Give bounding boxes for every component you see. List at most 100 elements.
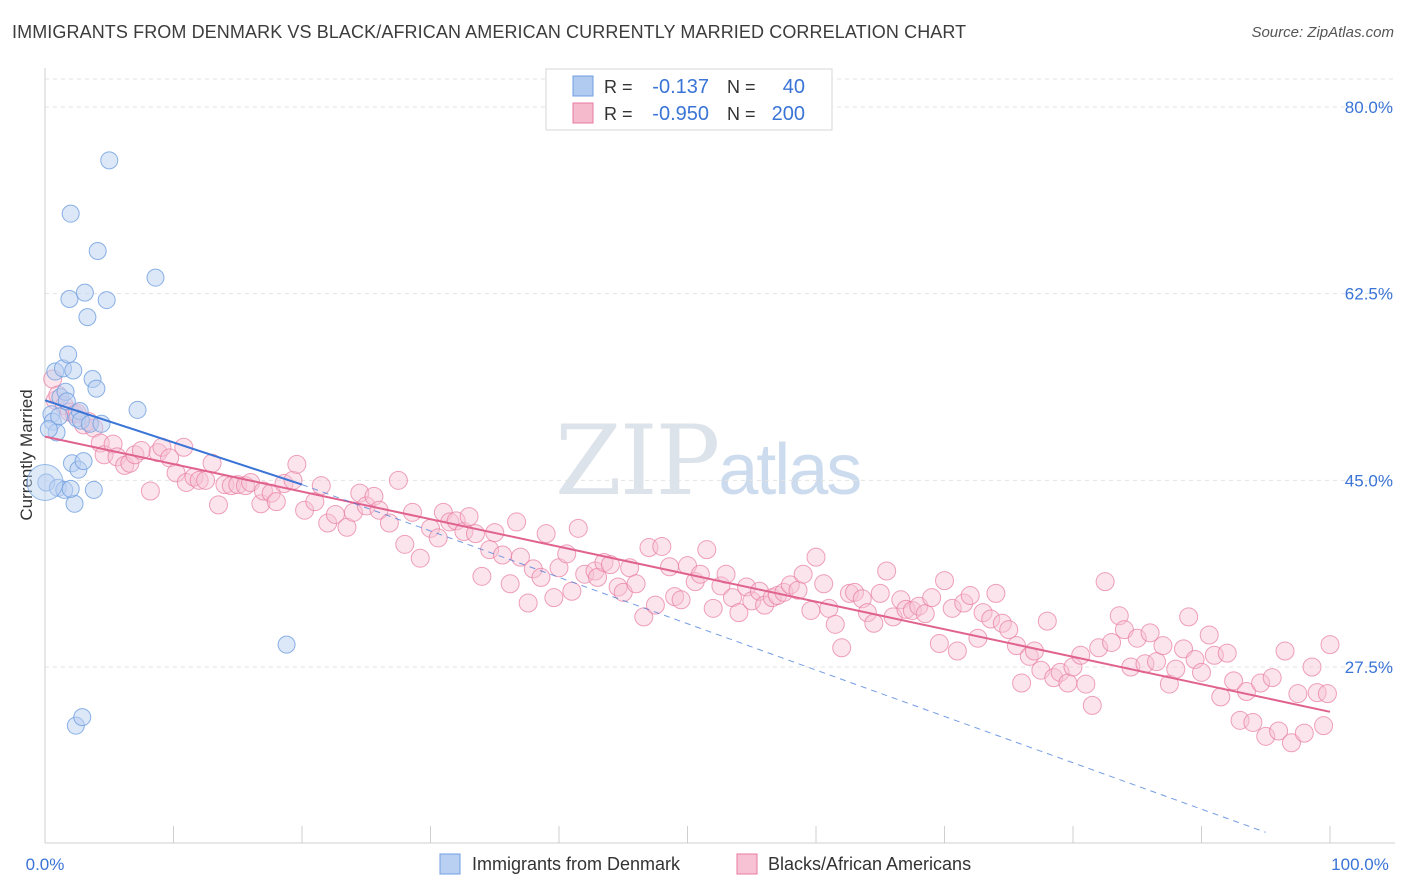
zipatlas-watermark: ZIPatlas bbox=[555, 405, 862, 517]
pink-point bbox=[428, 528, 448, 548]
pink-point bbox=[929, 634, 949, 654]
legend-n-value: 200 bbox=[772, 103, 805, 125]
pink-point bbox=[1302, 657, 1322, 677]
pink-point bbox=[1243, 712, 1263, 732]
pink-point bbox=[608, 577, 628, 597]
blue-point bbox=[73, 708, 92, 727]
pink-point bbox=[1320, 635, 1340, 655]
pink-point bbox=[1140, 623, 1160, 643]
pink-trendline bbox=[44, 435, 1331, 713]
blue-trendline bbox=[44, 399, 303, 486]
pink-point bbox=[1256, 726, 1276, 746]
blue-point bbox=[128, 400, 147, 419]
pink-point bbox=[518, 593, 538, 613]
blue-point bbox=[84, 480, 103, 499]
pink-point bbox=[1071, 645, 1091, 665]
pink-point bbox=[1269, 721, 1289, 741]
pink-point bbox=[1192, 662, 1211, 682]
x-tick-label: 100.0% bbox=[1331, 855, 1389, 874]
pink-point bbox=[1166, 659, 1186, 679]
pink-point bbox=[1224, 671, 1244, 691]
pink-point bbox=[954, 593, 974, 613]
pink-point bbox=[536, 524, 556, 544]
pink-point bbox=[652, 536, 672, 556]
pink-point bbox=[864, 613, 884, 633]
blue-point bbox=[59, 345, 78, 364]
pink-point bbox=[1063, 657, 1083, 677]
pink-point bbox=[287, 454, 307, 474]
pink-point bbox=[253, 481, 273, 501]
pink-point bbox=[311, 476, 331, 496]
pink-point bbox=[935, 571, 954, 591]
pink-point bbox=[1153, 636, 1173, 656]
legend-r-value: -0.950 bbox=[652, 103, 709, 125]
bottom-legend-label-pink: Blacks/African Americans bbox=[768, 854, 971, 874]
pink-point bbox=[103, 434, 123, 454]
x-tick-label: 0.0% bbox=[26, 855, 65, 874]
pink-point bbox=[1024, 641, 1044, 661]
pink-point bbox=[1102, 632, 1122, 652]
pink-point bbox=[189, 470, 209, 490]
pink-point bbox=[755, 595, 775, 615]
pink-point bbox=[600, 555, 620, 575]
legend-r-label: R = bbox=[604, 77, 633, 97]
pink-point bbox=[1281, 733, 1301, 753]
blue-point bbox=[146, 268, 165, 287]
pink-point bbox=[266, 492, 286, 512]
blue-point bbox=[75, 283, 94, 302]
pink-point bbox=[1012, 673, 1032, 693]
pink-point bbox=[660, 557, 680, 577]
pink-point bbox=[459, 507, 479, 527]
pink-point bbox=[922, 588, 942, 608]
pink-point bbox=[626, 574, 646, 594]
pink-point bbox=[480, 540, 500, 560]
pink-point bbox=[942, 598, 962, 618]
pink-point bbox=[870, 583, 890, 603]
chart-title: IMMIGRANTS FROM DENMARK VS BLACK/AFRICAN… bbox=[12, 22, 967, 42]
pink-point bbox=[1262, 668, 1282, 688]
blue-point bbox=[78, 308, 97, 327]
blue-trendline-extended bbox=[301, 484, 1266, 833]
pink-point bbox=[697, 540, 717, 560]
pink-point bbox=[1050, 662, 1070, 682]
bottom-legend-label-blue: Immigrants from Denmark bbox=[472, 854, 681, 874]
pink-point bbox=[568, 518, 588, 538]
pink-point bbox=[1076, 674, 1096, 694]
pink-point bbox=[531, 567, 551, 587]
pink-point bbox=[1307, 683, 1327, 703]
pink-point bbox=[973, 603, 993, 623]
pink-point bbox=[305, 492, 325, 512]
pink-point bbox=[403, 502, 423, 522]
pink-point bbox=[825, 614, 845, 634]
pink-point bbox=[196, 470, 216, 490]
pink-point bbox=[562, 581, 582, 601]
pink-point bbox=[1095, 572, 1115, 592]
pink-point bbox=[986, 583, 1006, 603]
pink-point bbox=[1288, 684, 1308, 704]
blue-point bbox=[60, 290, 79, 308]
pink-point bbox=[472, 566, 492, 586]
bottom-legend-swatch-blue bbox=[439, 853, 461, 875]
pink-point bbox=[1314, 716, 1334, 736]
pink-point bbox=[1179, 607, 1199, 627]
pink-point bbox=[814, 574, 834, 594]
pink-point bbox=[500, 574, 520, 594]
legend-swatch-blue bbox=[572, 75, 594, 97]
stats-legend-box bbox=[545, 68, 833, 131]
legend-r-label: R = bbox=[604, 104, 633, 124]
y-tick-label: 27.5% bbox=[1345, 658, 1393, 677]
blue-point-large bbox=[26, 463, 64, 501]
pink-point bbox=[388, 470, 408, 490]
pink-point bbox=[507, 512, 527, 532]
blue-point bbox=[100, 151, 119, 170]
pink-point bbox=[1217, 643, 1237, 663]
bottom-legend-swatch-pink bbox=[736, 853, 758, 875]
pink-point bbox=[1317, 684, 1337, 704]
pink-point bbox=[492, 545, 512, 565]
pink-point bbox=[1058, 673, 1078, 693]
pink-point bbox=[1275, 641, 1295, 661]
blue-point bbox=[50, 407, 69, 426]
pink-point bbox=[832, 638, 852, 658]
blue-point bbox=[64, 361, 83, 380]
